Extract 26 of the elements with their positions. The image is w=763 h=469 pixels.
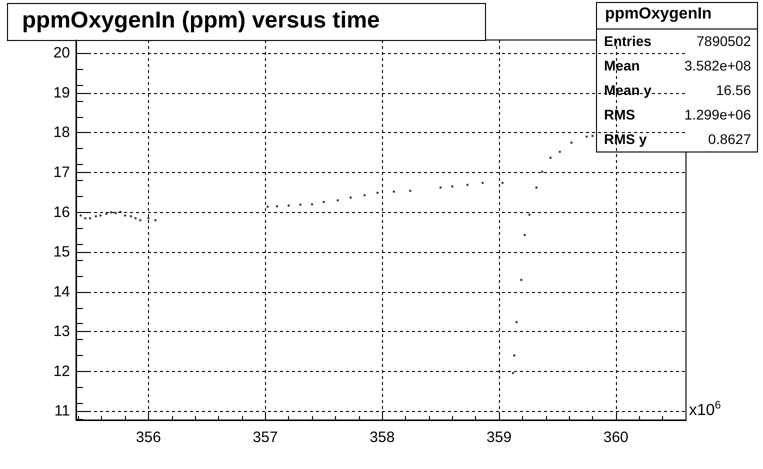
y-tick-label: 11 xyxy=(54,402,70,420)
annotation: Entries xyxy=(604,33,652,49)
annotation: Mean xyxy=(604,58,640,74)
chart-title: ppmOxygenIn (ppm) versus time xyxy=(22,6,380,32)
text: 7890502 xyxy=(696,33,752,49)
y-tick-label: 20 xyxy=(53,44,70,62)
x-tick-label: 360 xyxy=(603,429,628,446)
x-tick-label: 359 xyxy=(486,429,512,446)
annotation: RMS xyxy=(604,106,636,122)
y-tick-label: 19 xyxy=(53,84,70,102)
y-tick-label: 17 xyxy=(53,164,70,182)
x-tick-label: 357 xyxy=(252,429,278,446)
text: 16.56 xyxy=(716,82,752,98)
x-tick-label: 356 xyxy=(136,429,161,446)
y-tick-label: 16 xyxy=(53,204,70,221)
y-tick-label: 18 xyxy=(53,124,70,142)
annotation: 1.299e+06 xyxy=(684,106,752,122)
y-tick-label: 14 xyxy=(53,283,70,300)
annotation: 3.582e+08 xyxy=(684,58,752,74)
annotation: RMS y xyxy=(604,131,647,147)
text: ppmOxygenIn xyxy=(605,6,712,22)
y-tick-label: 12 xyxy=(53,362,70,380)
y-tick-label: 15 xyxy=(53,244,70,261)
text: 0.8627 xyxy=(708,131,752,147)
x-tick-label: 358 xyxy=(370,429,395,446)
y-tick-label: 13 xyxy=(53,323,70,340)
